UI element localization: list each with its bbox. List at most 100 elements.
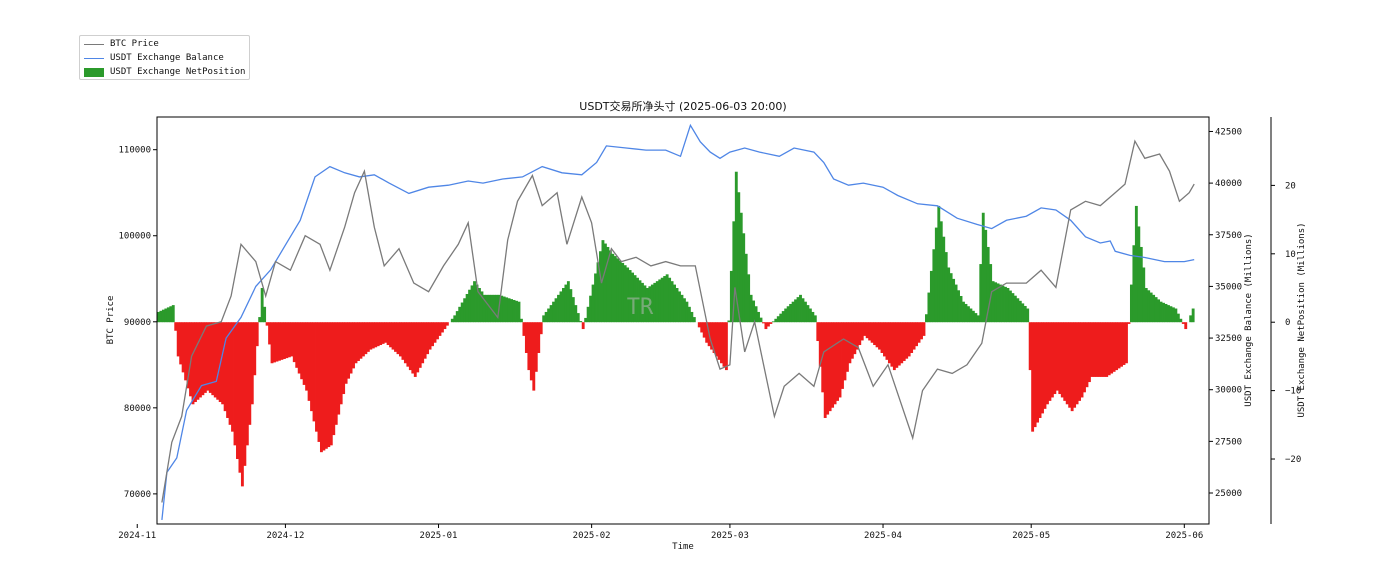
netposition-bar <box>586 306 590 323</box>
netposition-bar <box>702 322 706 338</box>
netposition-bar <box>510 299 514 323</box>
netposition-bar <box>381 322 385 344</box>
x-tick-label: 2024-11 <box>118 531 156 541</box>
right-tick-label: 30000 <box>1215 386 1242 396</box>
netposition-bar <box>843 322 847 381</box>
netposition-bar <box>520 318 523 323</box>
netposition-bar <box>1167 305 1170 323</box>
netposition-bar <box>495 294 499 323</box>
netposition-bar <box>312 322 316 422</box>
netposition-bar <box>996 283 1000 323</box>
netposition-bar <box>542 315 546 323</box>
netposition-bar <box>754 306 758 323</box>
netposition-bar <box>1149 292 1153 323</box>
netposition-bar <box>962 301 965 323</box>
netposition-bar <box>458 306 462 323</box>
netposition-bar <box>781 311 785 323</box>
right-tick-label: 27500 <box>1215 437 1242 447</box>
netposition-bar <box>1048 322 1052 401</box>
netposition-bar <box>282 322 286 359</box>
legend-swatch-btc-price <box>84 43 104 45</box>
netposition-bar <box>233 322 237 446</box>
netposition-bar <box>902 322 906 361</box>
netposition-bar <box>804 301 807 323</box>
netposition-bar <box>468 289 472 323</box>
netposition-bar <box>836 322 839 401</box>
netposition-bar <box>880 322 884 353</box>
netposition-bar <box>766 322 770 327</box>
netposition-bar <box>240 322 244 487</box>
netposition-bar <box>529 322 533 381</box>
netposition-bar <box>473 281 476 323</box>
netposition-bar <box>1100 322 1104 377</box>
netposition-bar <box>1159 301 1163 323</box>
netposition-bar <box>1013 295 1017 323</box>
netposition-bar <box>394 322 397 352</box>
netposition-bar <box>907 322 911 357</box>
netposition-bar <box>1085 322 1089 388</box>
netposition-bar <box>675 288 679 323</box>
usdt-balance-series-line <box>161 123 1195 520</box>
netposition-bar <box>769 322 773 324</box>
netposition-bar <box>455 311 459 323</box>
netposition-bar <box>692 317 696 323</box>
netposition-bar <box>633 275 637 323</box>
right2-tick-label: −20 <box>1285 455 1301 465</box>
netposition-bar <box>636 277 639 323</box>
netposition-bar <box>680 294 684 323</box>
netposition-bar <box>265 322 269 326</box>
netposition-bar <box>453 315 457 323</box>
right2-tick-label: 20 <box>1285 181 1296 191</box>
netposition-bar <box>329 322 333 446</box>
netposition-bar <box>917 322 921 343</box>
x-tick-label: 2025-04 <box>864 531 902 541</box>
netposition-bar <box>1107 322 1111 376</box>
netposition-bar <box>238 322 242 473</box>
netposition-bar <box>623 265 627 323</box>
netposition-bar <box>532 322 536 391</box>
netposition-bar <box>838 322 842 398</box>
netposition-bar <box>166 307 170 323</box>
netposition-bar <box>1050 322 1054 398</box>
netposition-bar <box>465 293 469 323</box>
netposition-bar <box>747 274 751 323</box>
watermark: TR <box>627 295 654 320</box>
netposition-bar <box>438 322 442 336</box>
netposition-bar <box>186 322 190 389</box>
netposition-bar <box>697 322 701 328</box>
netposition-bar <box>236 322 239 460</box>
netposition-bar <box>1176 313 1180 323</box>
netposition-bar <box>757 311 760 323</box>
netposition-bar <box>969 308 973 323</box>
netposition-bar <box>463 298 467 323</box>
netposition-bar <box>203 322 207 393</box>
netposition-bar <box>502 296 506 323</box>
netposition-bar <box>984 229 988 323</box>
right2-axis-ticks: −20 −10 0 10 20 <box>1271 181 1301 465</box>
netposition-bar <box>616 258 620 323</box>
netposition-bar <box>1043 322 1047 409</box>
netposition-bar <box>643 285 647 323</box>
netposition-bar <box>966 306 970 323</box>
left-axis-label: BTC Price <box>106 296 116 345</box>
netposition-bar <box>584 317 588 323</box>
netposition-bar <box>273 322 276 363</box>
netposition-bar <box>223 322 227 412</box>
netposition-bar <box>418 322 422 368</box>
netposition-bar <box>537 322 541 353</box>
netposition-bar <box>878 322 881 350</box>
legend-swatch-usdt-balance <box>84 57 104 59</box>
netposition-bar <box>897 322 901 366</box>
netposition-bar <box>1016 298 1020 323</box>
netposition-bar <box>1011 293 1015 323</box>
netposition-bar <box>1129 284 1133 323</box>
x-tick-label: 2025-03 <box>711 531 749 541</box>
x-axis-ticks: 2024-11 2024-12 2025-01 2025-02 2025-03 2025-… <box>118 524 1203 541</box>
netposition-bar <box>213 322 217 398</box>
netposition-bar <box>883 322 886 357</box>
netposition-bar <box>357 322 360 361</box>
netposition-bar <box>774 318 778 323</box>
netposition-bar <box>823 322 827 418</box>
netposition-bar <box>641 282 644 323</box>
netposition-bar <box>1060 322 1064 398</box>
